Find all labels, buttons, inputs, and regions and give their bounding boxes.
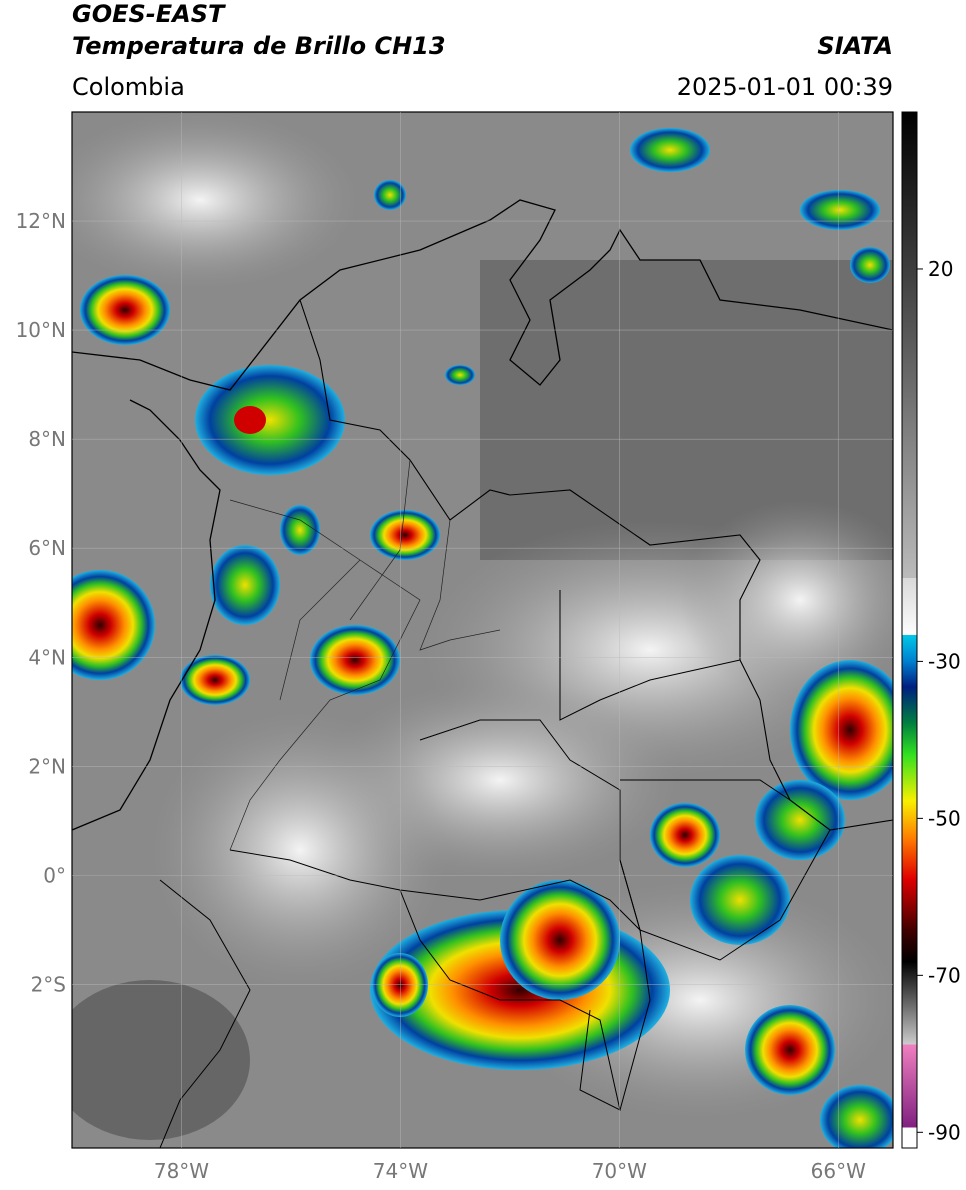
datetime: 2025-01-01 00:39: [677, 73, 893, 101]
y-tick-label: 0°: [43, 863, 66, 887]
x-tick-label: 70°W: [592, 1159, 647, 1183]
colorbar-tick-label: -50: [928, 806, 961, 830]
map-frame: [71, 111, 894, 1149]
colorbar-tick-label: -30: [928, 649, 961, 673]
y-tick-label: 2°N: [28, 754, 66, 778]
product-title: Temperatura de Brillo CH13: [72, 32, 446, 60]
satellite-name: GOES-EAST: [72, 0, 226, 28]
colorbar: [901, 111, 918, 1149]
x-tick-label: 74°W: [373, 1159, 428, 1183]
colorbar-tick-label: -70: [928, 963, 961, 987]
satellite-image: [72, 112, 893, 1148]
y-tick-label: 10°N: [16, 318, 66, 342]
source: SIATA: [817, 32, 893, 60]
region: Colombia: [72, 73, 185, 101]
x-tick-label: 78°W: [154, 1159, 209, 1183]
y-tick-label: 2°S: [31, 972, 66, 996]
colorbar-tick-label: -90: [928, 1120, 961, 1144]
y-tick-label: 6°N: [28, 536, 66, 560]
y-tick-label: 4°N: [28, 645, 66, 669]
x-tick-label: 66°W: [811, 1159, 866, 1183]
y-tick-label: 8°N: [28, 427, 66, 451]
y-tick-label: 12°N: [16, 209, 66, 233]
colorbar-tick-label: 20: [928, 257, 953, 281]
